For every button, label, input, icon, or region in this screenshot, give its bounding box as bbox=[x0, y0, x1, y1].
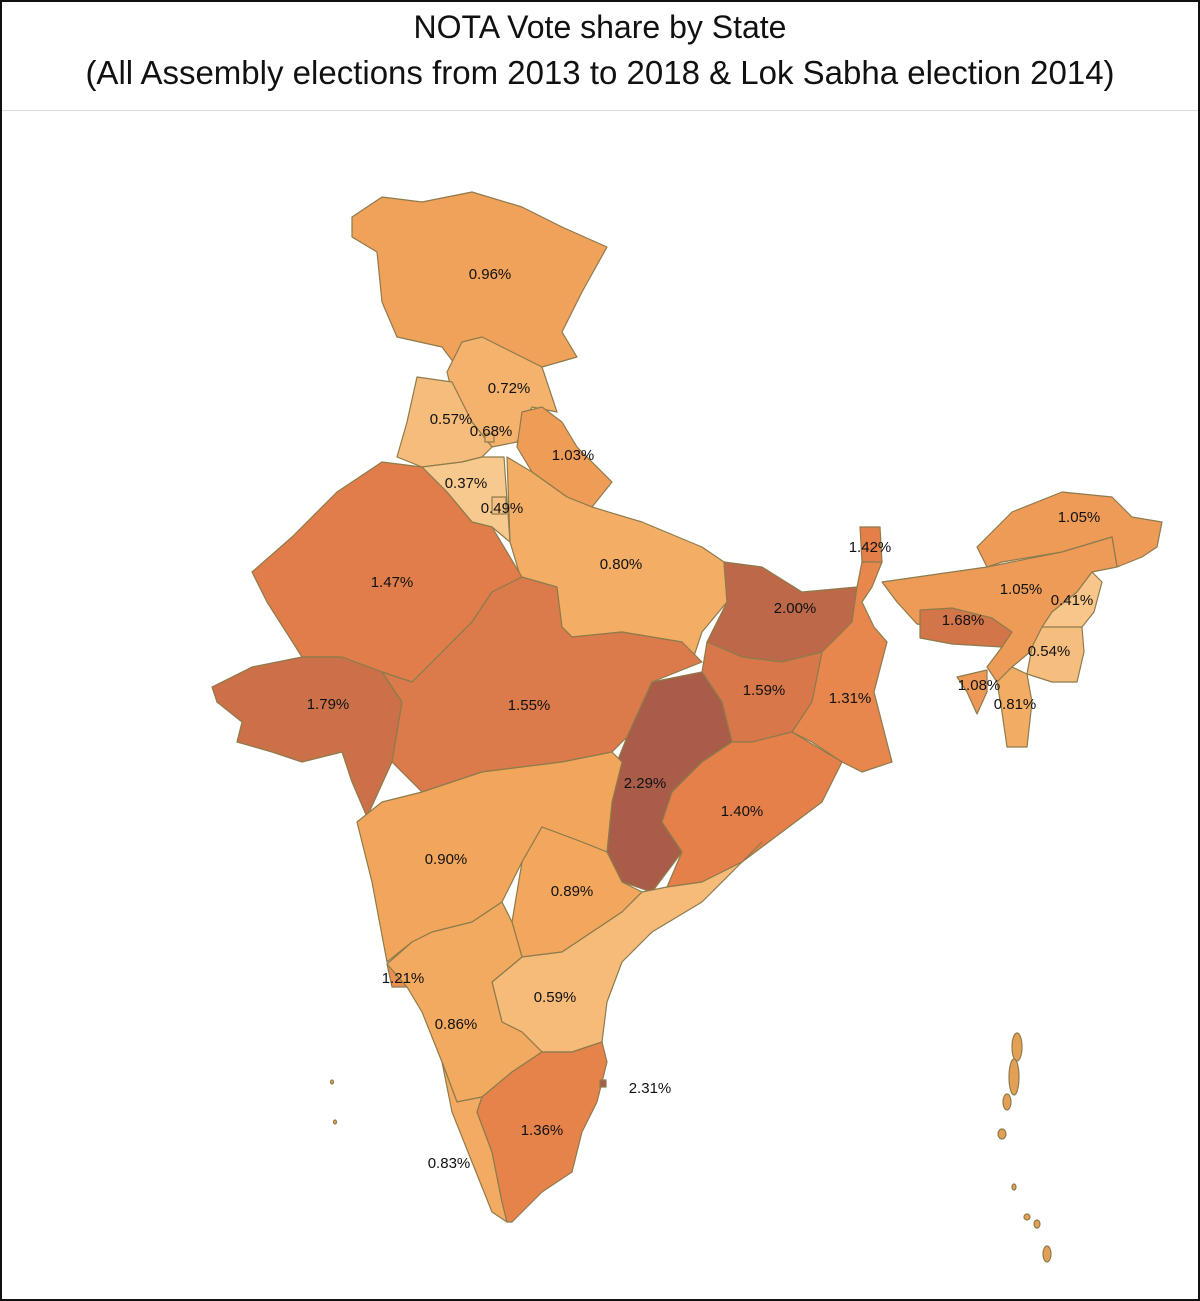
andaman-nicobar-island bbox=[1011, 1032, 1023, 1062]
label-telangana: 0.89% bbox=[551, 883, 594, 900]
label-chandigarh: 0.68% bbox=[470, 423, 513, 440]
region-uttarakhand[interactable] bbox=[516, 406, 613, 508]
andaman-nicobar-island bbox=[1011, 1183, 1017, 1191]
label-west-bengal: 1.31% bbox=[829, 690, 872, 707]
region-arunachal-pradesh[interactable] bbox=[976, 491, 1163, 568]
andaman-nicobar-island bbox=[997, 1128, 1007, 1140]
label-kerala: 0.83% bbox=[428, 1155, 471, 1172]
label-jharkhand: 1.59% bbox=[743, 682, 786, 699]
label-punjab: 0.57% bbox=[430, 411, 473, 428]
label-tamil-nadu: 1.36% bbox=[521, 1122, 564, 1139]
andaman-nicobar-island bbox=[1033, 1219, 1041, 1229]
label-mizoram: 0.81% bbox=[994, 696, 1037, 713]
label-bihar: 2.00% bbox=[774, 600, 817, 617]
region-mizoram[interactable] bbox=[996, 666, 1033, 748]
region-west-bengal[interactable] bbox=[791, 561, 893, 773]
label-meghalaya: 1.68% bbox=[942, 612, 985, 629]
region-tamil-nadu[interactable] bbox=[476, 1041, 608, 1223]
label-arunachal-pradesh: 1.05% bbox=[1058, 509, 1101, 526]
label-haryana: 0.37% bbox=[445, 475, 488, 492]
label-gujarat: 1.79% bbox=[307, 696, 350, 713]
label-manipur: 0.54% bbox=[1028, 643, 1071, 660]
state-labels: 0.96% 0.72% 0.57%0.68% 0.37% 0.49% 1.03% 0.80%… bbox=[307, 266, 1101, 1172]
label-maharashtra: 0.90% bbox=[425, 851, 468, 868]
andaman-nicobar-island bbox=[1023, 1213, 1031, 1221]
lakshadweep-island bbox=[329, 1079, 335, 1085]
label-madhya-pradesh: 1.55% bbox=[508, 697, 551, 714]
label-uttar-pradesh: 0.80% bbox=[600, 556, 643, 573]
chart-title: NOTA Vote share by State (All Assembly e… bbox=[2, 2, 1198, 111]
region-meghalaya[interactable] bbox=[919, 607, 1013, 648]
label-uttarakhand: 1.03% bbox=[552, 447, 595, 464]
label-puducherry: 2.31% bbox=[629, 1080, 672, 1097]
region-manipur[interactable] bbox=[1026, 626, 1085, 683]
region-puducherry[interactable] bbox=[599, 1079, 607, 1088]
lakshadweep-island bbox=[332, 1119, 338, 1125]
region-jammu-kashmir[interactable] bbox=[351, 191, 608, 368]
label-rajasthan: 1.47% bbox=[371, 574, 414, 591]
region-chandigarh[interactable] bbox=[484, 433, 495, 443]
label-delhi: 0.49% bbox=[481, 500, 524, 517]
andaman-nicobar-island bbox=[1042, 1245, 1052, 1263]
label-himachal-pradesh: 0.72% bbox=[488, 380, 531, 397]
label-karnataka: 0.86% bbox=[435, 1016, 478, 1033]
label-odisha: 1.40% bbox=[721, 803, 764, 820]
title-line-2: (All Assembly elections from 2013 to 201… bbox=[85, 54, 1115, 91]
label-jammu-kashmir: 0.96% bbox=[469, 266, 512, 283]
label-chhattisgarh: 2.29% bbox=[624, 775, 667, 792]
region-karnataka[interactable] bbox=[386, 901, 543, 1103]
andaman-nicobar-island bbox=[1008, 1058, 1020, 1096]
label-andhra-pradesh: 0.59% bbox=[534, 989, 577, 1006]
region-gujarat[interactable] bbox=[211, 656, 403, 818]
label-sikkim: 1.42% bbox=[849, 539, 892, 556]
label-assam: 1.05% bbox=[1000, 581, 1043, 598]
region-tripura[interactable] bbox=[956, 669, 988, 715]
label-nagaland: 0.41% bbox=[1051, 592, 1094, 609]
region-delhi[interactable] bbox=[491, 496, 507, 515]
label-tripura: 1.08% bbox=[958, 677, 1001, 694]
title-line-1: NOTA Vote share by State bbox=[413, 9, 787, 45]
andaman-nicobar-island bbox=[1002, 1093, 1012, 1111]
label-goa: 1.21% bbox=[382, 970, 425, 987]
state-regions bbox=[211, 191, 1163, 1263]
